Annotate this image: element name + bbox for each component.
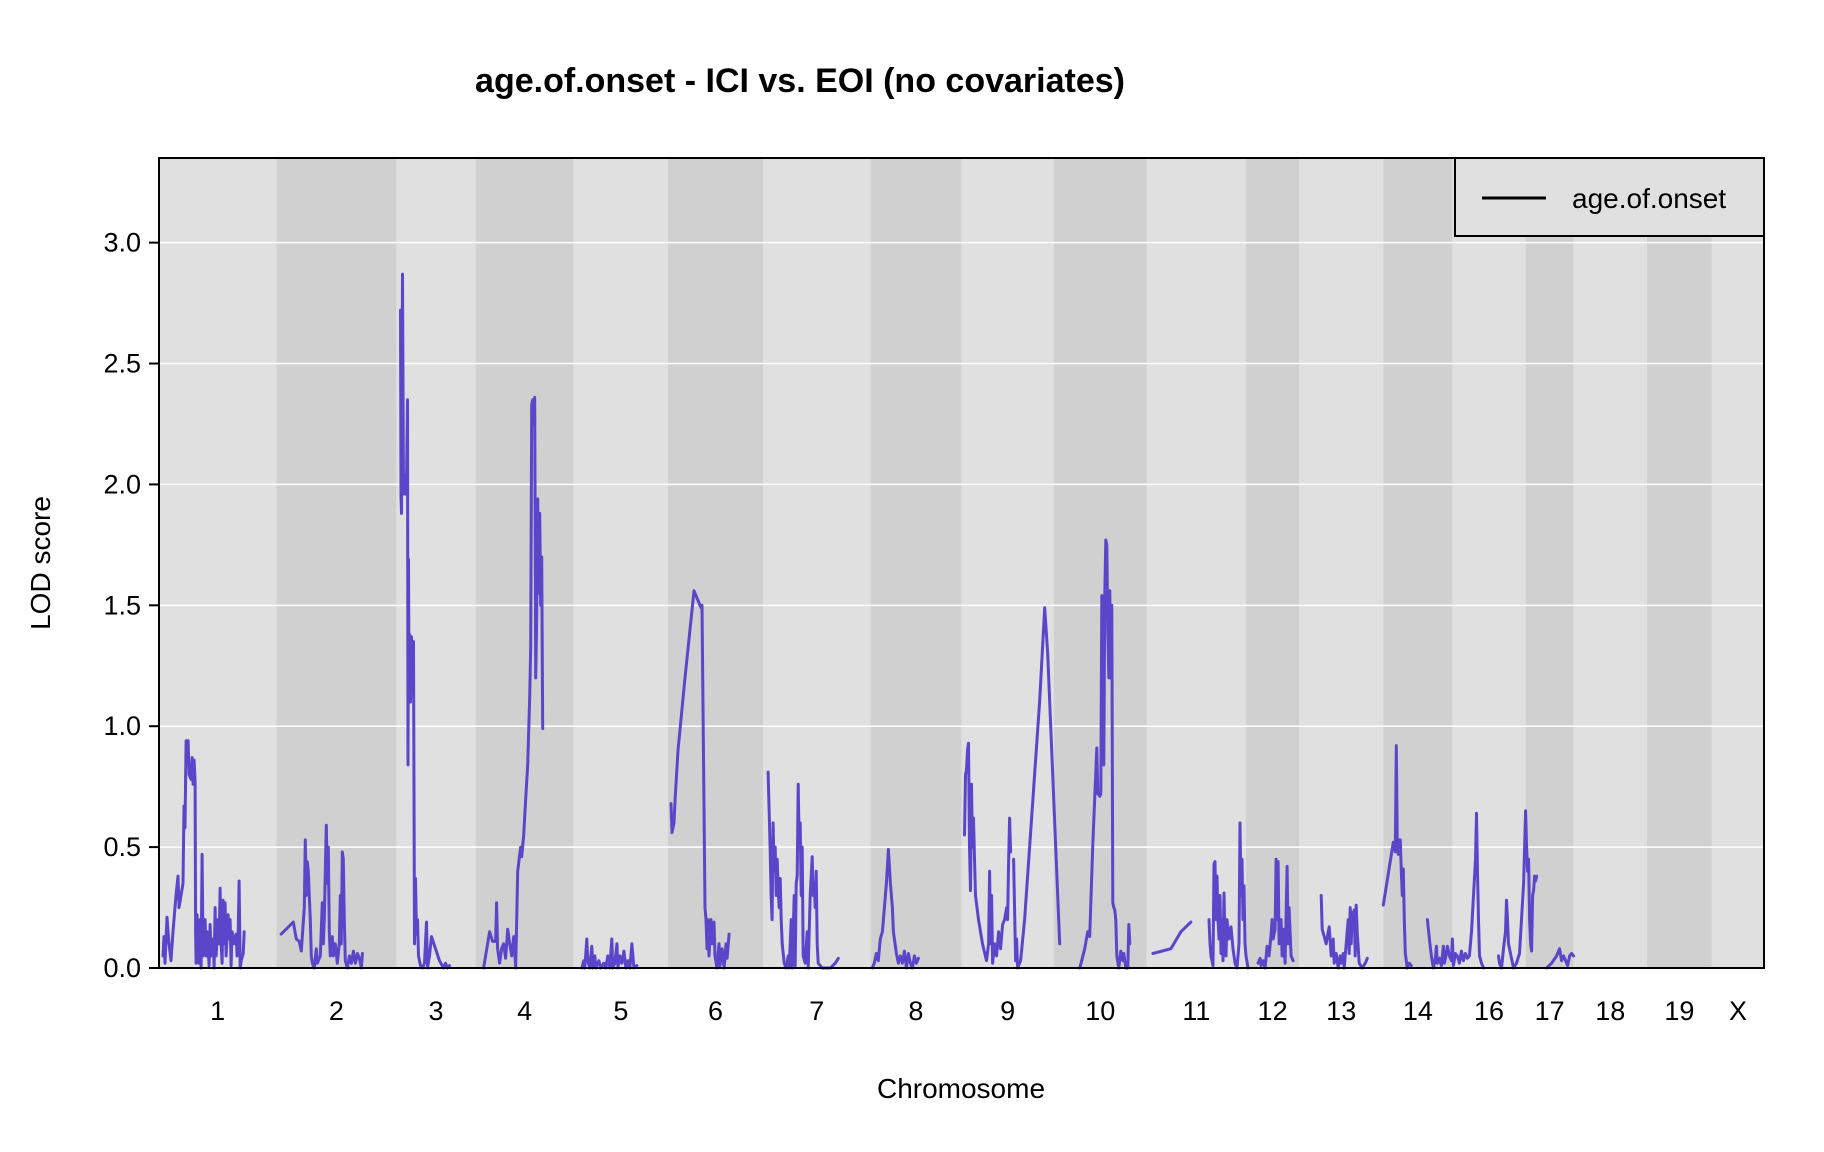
x-axis: 1 2 3 4 5 6 7 8 9 10 11 12 13 14 16 17 18 19 X <box>210 996 1747 1026</box>
x-tick-label-11: 11 <box>1182 996 1210 1026</box>
x-tick-label-16: 16 <box>1474 996 1504 1026</box>
y-tick-label-0: 0.0 <box>103 953 141 983</box>
x-tick-label-8: 8 <box>908 996 923 1026</box>
lod-segment-18 <box>1545 947 1576 970</box>
x-tick-label-X: X <box>1729 996 1747 1026</box>
y-tick-label-3: 1.5 <box>103 590 141 620</box>
lod-segment-8 <box>963 741 1013 965</box>
x-axis-label: Chromosome <box>877 1073 1045 1104</box>
x-tick-label-13: 13 <box>1326 996 1356 1026</box>
y-tick-label-5: 2.5 <box>103 349 141 379</box>
lod-segment-16 <box>1425 811 1485 970</box>
chromosome-band-11 <box>1146 158 1247 968</box>
lod-segment-3 <box>482 395 545 970</box>
lod-segment-6 <box>766 770 840 970</box>
lod-segment-1 <box>279 823 364 970</box>
chromosome-band-10 <box>1053 158 1147 968</box>
chromosome-band-18 <box>1573 158 1647 968</box>
lod-segment-7 <box>870 848 920 970</box>
legend-label: age.of.onset <box>1572 183 1726 214</box>
y-axis: 0.0 0.5 1.0 1.5 2.0 2.5 3.0 <box>103 228 159 983</box>
x-tick-label-18: 18 <box>1595 996 1625 1026</box>
x-tick-label-9: 9 <box>1000 996 1015 1026</box>
lod-segment-4 <box>580 937 639 970</box>
x-tick-label-14: 14 <box>1403 996 1433 1026</box>
chromosome-band-X <box>1711 158 1764 968</box>
x-tick-label-4: 4 <box>517 996 532 1026</box>
y-tick-label-4: 2.0 <box>103 469 141 499</box>
chromosome-band-9 <box>961 158 1054 968</box>
x-tick-label-10: 10 <box>1085 996 1115 1026</box>
lod-segment-9 <box>1012 606 1062 970</box>
chromosome-band-2 <box>276 158 397 968</box>
y-axis-label: LOD score <box>25 496 56 630</box>
lod-segment-12 <box>1207 821 1250 970</box>
x-tick-label-12: 12 <box>1258 996 1288 1026</box>
legend: age.of.onset <box>1454 157 1765 237</box>
chromosome-band-12 <box>1246 158 1300 968</box>
chart-title: age.of.onset - ICI vs. EOI (no covariate… <box>475 62 1125 100</box>
chromosome-bands <box>159 158 1764 968</box>
lod-series <box>161 272 1576 970</box>
lod-segment-13 <box>1256 857 1295 970</box>
lod-segment-10 <box>1078 538 1132 970</box>
x-tick-label-2: 2 <box>329 996 344 1026</box>
lod-segment-5 <box>669 589 731 970</box>
x-tick-label-5: 5 <box>613 996 628 1026</box>
lod-segment-0 <box>161 739 246 970</box>
chromosome-band-19 <box>1646 158 1712 968</box>
lod-segment-14 <box>1319 894 1369 970</box>
y-tick-label-6: 3.0 <box>103 228 141 258</box>
y-tick-label-1: 0.5 <box>103 832 141 862</box>
chromosome-band-6 <box>667 158 764 968</box>
chromosome-band-17 <box>1525 158 1574 968</box>
chromosome-band-5 <box>573 158 668 968</box>
x-tick-label-6: 6 <box>708 996 723 1026</box>
lod-segment-11 <box>1151 920 1193 955</box>
chromosome-band-8 <box>870 158 962 968</box>
x-tick-label-19: 19 <box>1664 996 1694 1026</box>
chromosome-band-1 <box>159 158 277 968</box>
x-tick-label-7: 7 <box>809 996 824 1026</box>
y-tick-label-2: 1.0 <box>103 711 141 741</box>
x-tick-label-1: 1 <box>210 996 225 1026</box>
chromosome-band-16 <box>1452 158 1526 968</box>
lod-segment-15 <box>1381 744 1413 970</box>
x-tick-label-3: 3 <box>429 996 444 1026</box>
x-tick-label-17: 17 <box>1535 996 1565 1026</box>
chromosome-band-13 <box>1299 158 1384 968</box>
lod-segment-17 <box>1497 809 1539 970</box>
chromosome-band-7 <box>763 158 871 968</box>
plot-frame <box>158 157 1765 969</box>
lod-segment-2 <box>399 272 451 970</box>
